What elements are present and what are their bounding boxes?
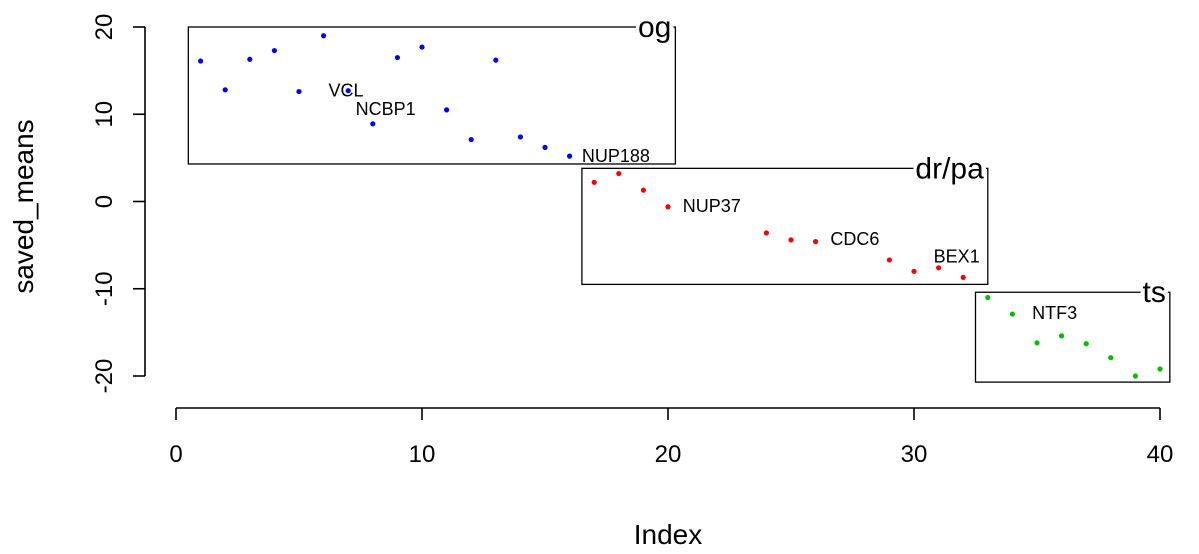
point-label: NCBP1 (356, 99, 416, 119)
data-point (517, 134, 524, 140)
data-points (198, 33, 1163, 379)
data-point (1108, 355, 1114, 361)
point-label: NUP188 (582, 146, 650, 166)
data-point (1157, 366, 1163, 372)
x-tick-label: 10 (409, 441, 436, 468)
data-point (271, 47, 277, 54)
data-point (911, 268, 917, 274)
data-point (247, 56, 253, 62)
group-boxes: og dr/pa ts (187, 11, 1171, 383)
data-point (468, 136, 474, 143)
point-label: NUP37 (683, 196, 741, 216)
data-point (444, 107, 450, 113)
data-point (616, 170, 622, 177)
data-point (493, 57, 499, 63)
data-point (886, 257, 893, 263)
data-point (813, 239, 819, 245)
point-label: CDC6 (830, 229, 879, 249)
point-label: VCL (329, 81, 364, 101)
data-point (198, 58, 204, 64)
data-point (1132, 373, 1138, 379)
y-tick-label: 0 (91, 195, 118, 208)
data-point (321, 33, 327, 39)
y-tick-label: -10 (91, 271, 118, 306)
group-label-background (913, 167, 987, 171)
group-label: og (638, 11, 671, 44)
y-tick-label: -20 (91, 359, 118, 394)
point-label: NTF3 (1032, 303, 1077, 323)
x-tick-label: 40 (1147, 441, 1174, 468)
data-point (665, 204, 671, 210)
data-point (419, 44, 425, 50)
group-box (974, 291, 1171, 383)
data-point (1083, 341, 1089, 347)
data-point (296, 88, 302, 95)
data-point (222, 87, 228, 93)
data-point (345, 88, 351, 94)
axes: 0 10 20 30 40 -20 -10 0 10 20 (91, 14, 1173, 468)
y-tick-label: 10 (91, 101, 118, 128)
y-axis-title: saved_means (8, 119, 39, 293)
data-point (370, 121, 376, 127)
data-point (936, 265, 942, 271)
group-box (581, 167, 989, 286)
data-point (567, 153, 573, 159)
data-point (1059, 333, 1065, 339)
data-point (788, 237, 794, 243)
data-point (542, 144, 548, 151)
data-point (640, 187, 647, 193)
group-label-background (636, 26, 674, 29)
x-tick-label: 0 (169, 441, 182, 468)
group-label-background (1140, 291, 1168, 295)
data-point (1009, 311, 1016, 317)
x-axis-title: Index (634, 519, 703, 550)
group-label: dr/pa (915, 152, 984, 185)
group-box (187, 26, 677, 165)
x-tick-label: 30 (901, 441, 928, 468)
data-point (960, 274, 966, 281)
data-point (591, 179, 597, 185)
point-label: BEX1 (934, 246, 980, 266)
x-tick-label: 20 (655, 441, 682, 468)
data-point (394, 54, 400, 61)
y-tick-label: 20 (91, 14, 118, 41)
data-point (1034, 340, 1040, 346)
data-point (985, 294, 991, 301)
data-point (763, 230, 770, 236)
group-label: ts (1142, 276, 1165, 309)
